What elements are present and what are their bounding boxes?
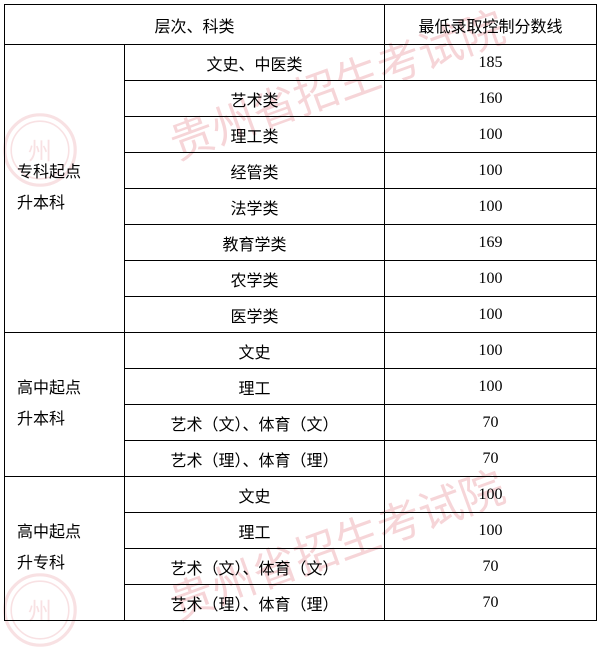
score-table: 层次、科类 最低录取控制分数线 专科起点升本科 文史、中医类 185 艺术类 1… [4,4,597,621]
category-cell: 文史 [125,477,385,513]
category-cell: 理工类 [125,117,385,153]
table-row: 专科起点升本科 文史、中医类 185 [5,45,597,81]
table-row: 高中起点升专科 文史 100 [5,477,597,513]
category-cell: 艺术（理）、体育（理） [125,441,385,477]
score-cell: 100 [385,153,597,189]
header-level-category: 层次、科类 [5,5,385,45]
category-cell: 艺术类 [125,81,385,117]
score-cell: 100 [385,297,597,333]
score-cell: 70 [385,549,597,585]
score-cell: 100 [385,189,597,225]
score-cell: 100 [385,261,597,297]
category-cell: 教育学类 [125,225,385,261]
header-score: 最低录取控制分数线 [385,5,597,45]
group-label-1: 高中起点升本科 [5,333,125,477]
score-cell: 185 [385,45,597,81]
score-cell: 100 [385,369,597,405]
table-row: 高中起点升本科 文史 100 [5,333,597,369]
score-cell: 100 [385,333,597,369]
category-cell: 理工 [125,513,385,549]
score-table-container: 层次、科类 最低录取控制分数线 专科起点升本科 文史、中医类 185 艺术类 1… [0,0,600,625]
category-cell: 艺术（理）、体育（理） [125,585,385,621]
score-cell: 70 [385,585,597,621]
score-cell: 70 [385,441,597,477]
table-header-row: 层次、科类 最低录取控制分数线 [5,5,597,45]
category-cell: 经管类 [125,153,385,189]
group-label-2: 高中起点升专科 [5,477,125,621]
category-cell: 理工 [125,369,385,405]
category-cell: 艺术（文）、体育（文） [125,549,385,585]
score-cell: 160 [385,81,597,117]
score-cell: 70 [385,405,597,441]
score-cell: 100 [385,513,597,549]
category-cell: 医学类 [125,297,385,333]
score-cell: 169 [385,225,597,261]
category-cell: 农学类 [125,261,385,297]
category-cell: 文史 [125,333,385,369]
category-cell: 艺术（文）、体育（文） [125,405,385,441]
category-cell: 文史、中医类 [125,45,385,81]
score-cell: 100 [385,477,597,513]
group-label-0: 专科起点升本科 [5,45,125,333]
score-cell: 100 [385,117,597,153]
category-cell: 法学类 [125,189,385,225]
